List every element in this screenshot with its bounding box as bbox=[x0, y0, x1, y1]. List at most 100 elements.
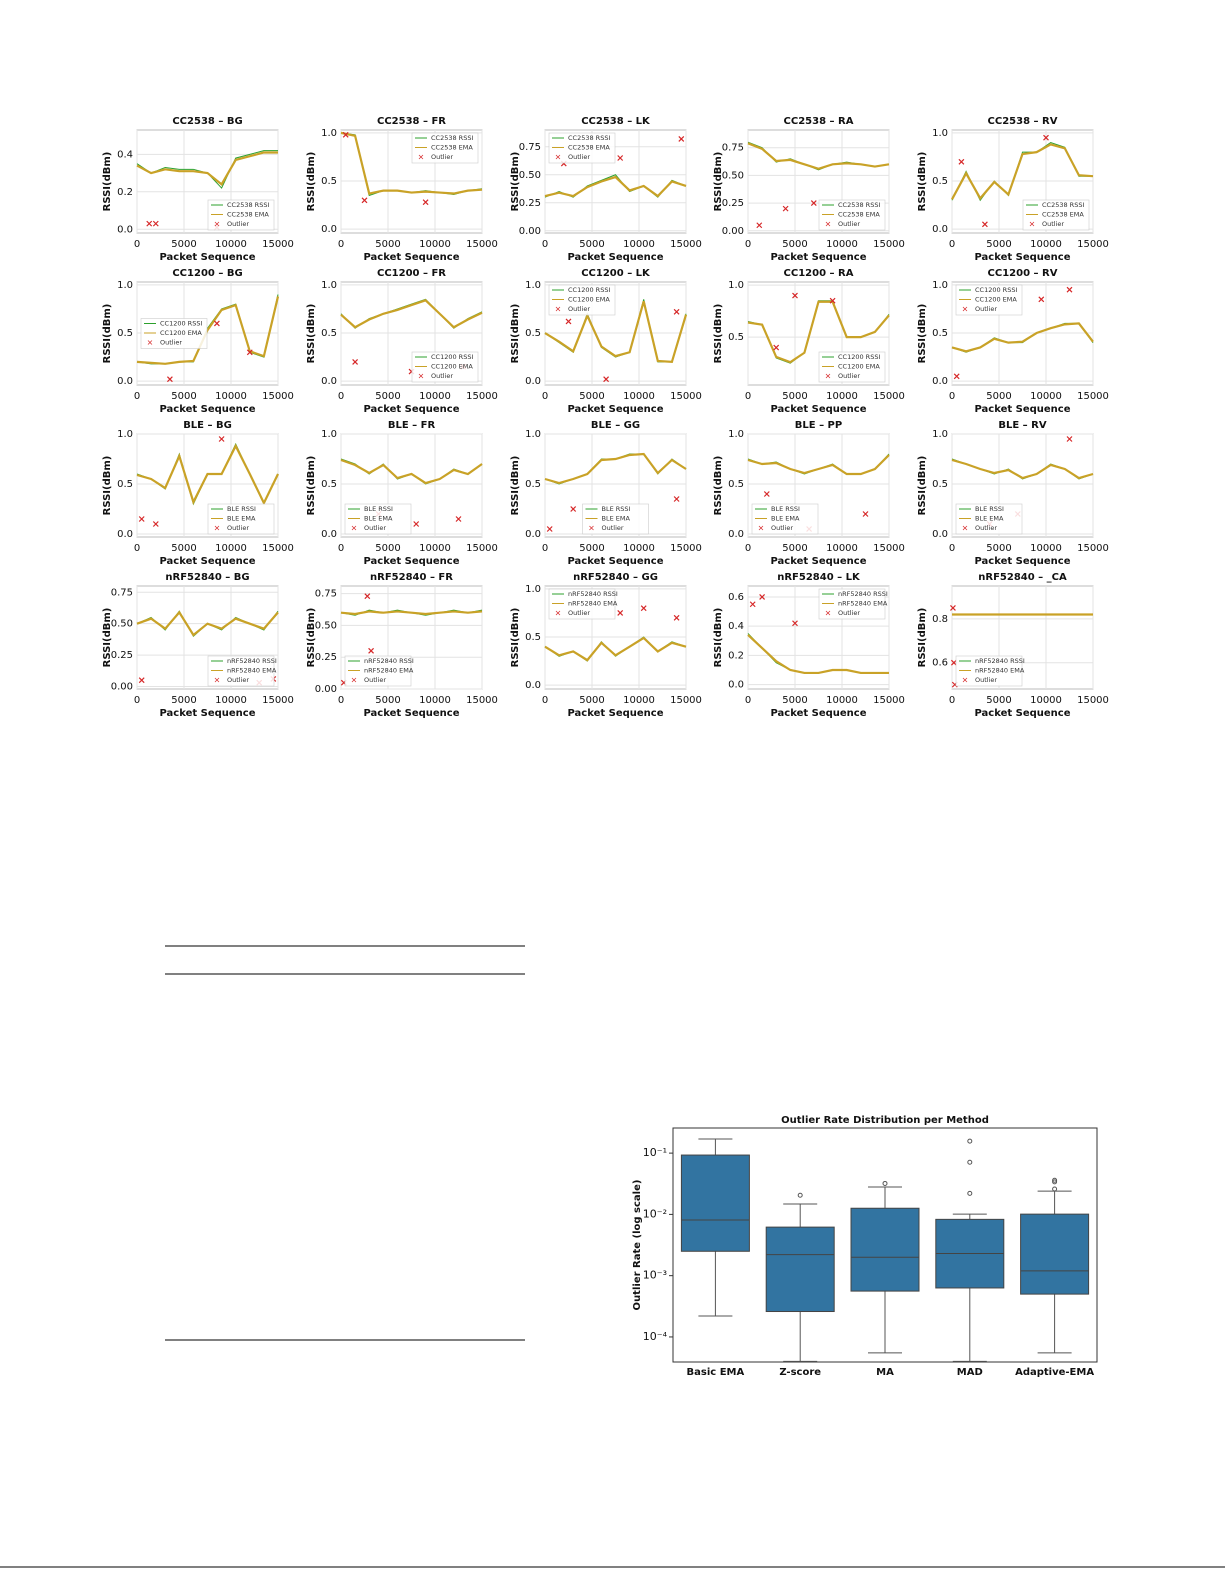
flier bbox=[1052, 1186, 1058, 1192]
x-tick-label: MA bbox=[876, 1367, 894, 1378]
outlier-marker bbox=[749, 601, 756, 608]
y-tick-label: 0.4 bbox=[728, 621, 744, 632]
legend-marker: × bbox=[351, 676, 358, 685]
series-line bbox=[544, 636, 687, 662]
y-tick-label: 10⁻⁴ bbox=[643, 1330, 668, 1343]
x-tick-label: 0 bbox=[134, 695, 140, 706]
x-tick-label: 15000 bbox=[262, 239, 294, 250]
x-tick-label: 5000 bbox=[782, 239, 807, 250]
y-tick-label: 0.0 bbox=[728, 680, 744, 691]
x-tick-label: 5000 bbox=[986, 695, 1011, 706]
outlier-marker bbox=[246, 349, 253, 356]
y-tick-label: 0.5 bbox=[728, 332, 744, 343]
series-line bbox=[951, 322, 1094, 353]
legend-label: Outlier bbox=[431, 153, 453, 161]
x-axis-label: Packet Sequence bbox=[567, 708, 663, 719]
x-tick-label: 10000 bbox=[826, 695, 858, 706]
subplot-title: nRF52840 – LK bbox=[777, 572, 861, 583]
legend-label: Outlier bbox=[568, 153, 590, 161]
y-tick-label: 1.0 bbox=[932, 128, 948, 139]
legend-marker: × bbox=[555, 153, 562, 162]
outlier-marker bbox=[146, 220, 153, 227]
legend-label: BLE RSSI bbox=[227, 505, 256, 513]
outlier-marker bbox=[792, 620, 798, 627]
outlier-marker bbox=[792, 292, 798, 299]
y-axis-label: RSSI(dBm) bbox=[713, 152, 724, 212]
x-axis-label: Packet Sequence bbox=[770, 556, 866, 567]
outlier-marker bbox=[1038, 296, 1045, 303]
x-tick-label: 0 bbox=[745, 391, 751, 402]
outlier-marker bbox=[138, 677, 145, 684]
x-tick-label: 0 bbox=[745, 543, 751, 554]
x-tick-label: 10000 bbox=[623, 543, 655, 554]
legend-label: Outlier bbox=[975, 524, 997, 532]
x-tick-label: 10000 bbox=[826, 543, 858, 554]
series-line bbox=[951, 143, 1094, 201]
legend-marker: × bbox=[147, 338, 154, 347]
outlier-marker bbox=[829, 297, 836, 304]
legend-label: BLE RSSI bbox=[602, 505, 631, 513]
legend-label: nRF52840 EMA bbox=[838, 600, 888, 608]
y-tick-label: 0.0 bbox=[728, 529, 744, 540]
x-tick-label: 10000 bbox=[623, 695, 655, 706]
legend-label: nRF52840 RSSI bbox=[975, 657, 1025, 665]
y-tick-label: 0.0 bbox=[117, 224, 133, 235]
y-axis-label: RSSI(dBm) bbox=[713, 608, 724, 668]
y-tick-label: 10⁻² bbox=[643, 1207, 667, 1220]
legend-label: CC1200 EMA bbox=[838, 363, 880, 371]
legend-label: Outlier bbox=[602, 524, 624, 532]
legend-label: Outlier bbox=[364, 524, 386, 532]
y-axis-label: RSSI(dBm) bbox=[510, 608, 521, 668]
y-tick-label: 1.0 bbox=[117, 429, 133, 440]
x-tick-label: 0 bbox=[338, 239, 344, 250]
y-axis-label: RSSI(dBm) bbox=[510, 304, 521, 364]
legend-marker: × bbox=[825, 372, 832, 381]
outlier-marker bbox=[368, 647, 375, 654]
legend-marker: × bbox=[962, 524, 969, 533]
outlier-marker bbox=[152, 220, 159, 227]
y-tick-label: 0.5 bbox=[525, 328, 541, 339]
x-tick-label: 15000 bbox=[873, 543, 905, 554]
outlier-marker bbox=[756, 222, 763, 229]
y-tick-label: 0.00 bbox=[315, 684, 337, 695]
series-line bbox=[136, 296, 280, 365]
outlier-marker bbox=[413, 521, 420, 527]
subplot-title: nRF52840 – GG bbox=[573, 572, 658, 583]
x-tick-label: 0 bbox=[134, 239, 140, 250]
y-tick-label: 0.50 bbox=[315, 620, 337, 631]
x-tick-label: 10000 bbox=[419, 543, 451, 554]
series-line bbox=[747, 634, 889, 675]
legend-label: BLE EMA bbox=[364, 515, 393, 523]
y-tick-label: 0.0 bbox=[321, 224, 337, 235]
subplot-title: CC1200 – LK bbox=[581, 268, 651, 279]
subplot-title: CC1200 – FR bbox=[377, 268, 446, 279]
x-tick-label: 10000 bbox=[623, 239, 655, 250]
y-tick-label: 1.0 bbox=[728, 280, 744, 291]
x-tick-label: 5000 bbox=[375, 695, 400, 706]
x-tick-label: 10000 bbox=[215, 695, 247, 706]
subplot-title: BLE – FR bbox=[388, 420, 436, 431]
legend-label: BLE RSSI bbox=[771, 505, 800, 513]
legend-marker: × bbox=[418, 153, 425, 162]
legend-label: BLE EMA bbox=[975, 515, 1004, 523]
outlier-marker bbox=[1043, 134, 1049, 141]
x-tick-label: 0 bbox=[542, 543, 548, 554]
legend-label: nRF52840 EMA bbox=[568, 600, 618, 608]
flier bbox=[1052, 1177, 1058, 1183]
y-tick-label: 0.5 bbox=[321, 328, 337, 339]
x-tick-label: 15000 bbox=[670, 239, 702, 250]
legend-label: nRF52840 RSSI bbox=[838, 590, 888, 598]
legend-label: Outlier bbox=[568, 609, 590, 617]
legend-label: CC2538 RSSI bbox=[1042, 201, 1084, 209]
legend-label: BLE EMA bbox=[602, 515, 631, 523]
subplot-title: nRF52840 – _CA bbox=[978, 572, 1067, 583]
x-tick-label: Adaptive-EMA bbox=[1015, 1367, 1094, 1378]
y-axis-label: RSSI(dBm) bbox=[917, 304, 928, 364]
outlier-marker bbox=[565, 318, 572, 325]
x-tick-label: 0 bbox=[542, 391, 548, 402]
legend-label: nRF52840 EMA bbox=[975, 667, 1025, 675]
y-axis-label: RSSI(dBm) bbox=[713, 304, 724, 364]
series-line bbox=[544, 452, 687, 485]
y-tick-label: 0.2 bbox=[117, 187, 133, 198]
x-tick-label: 10000 bbox=[215, 391, 247, 402]
